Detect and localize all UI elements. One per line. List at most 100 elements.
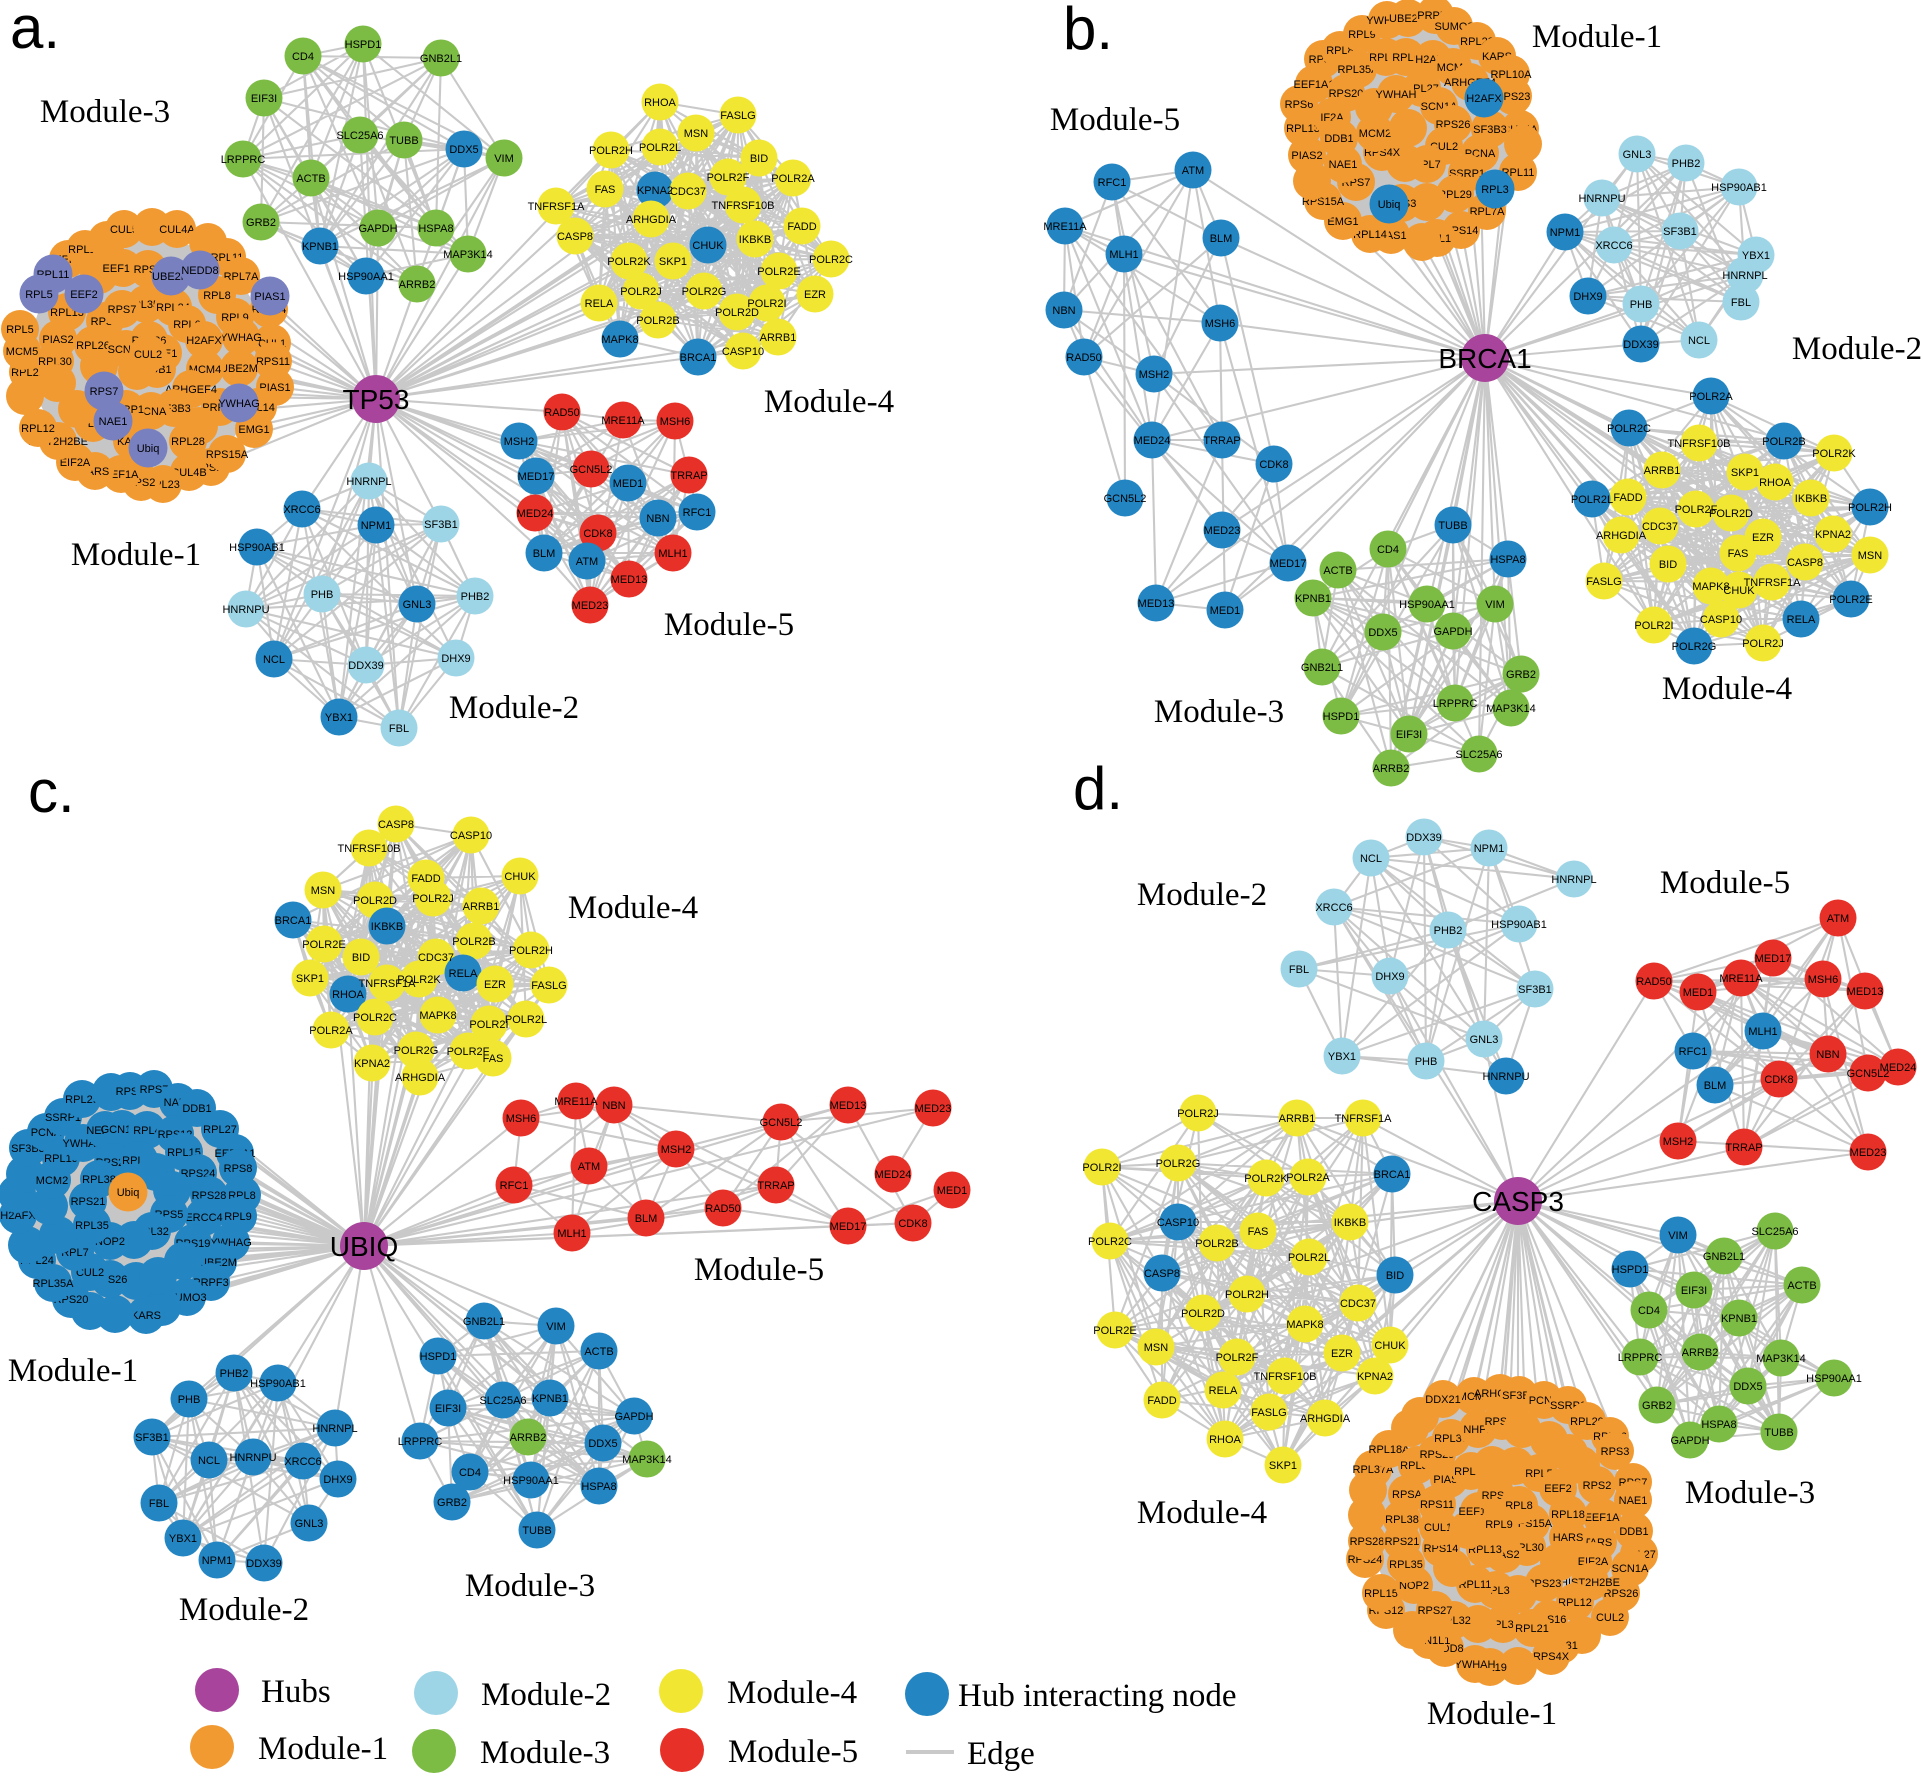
svg-text:RPL14: RPL14 <box>1353 229 1387 241</box>
svg-text:RHOA: RHOA <box>1209 1434 1241 1446</box>
svg-text:BRCA1: BRCA1 <box>275 915 312 927</box>
svg-text:Module-1: Module-1 <box>71 537 201 573</box>
svg-text:FBL: FBL <box>149 1498 169 1510</box>
svg-text:SKP1: SKP1 <box>296 973 324 985</box>
svg-text:Module-2: Module-2 <box>179 1592 309 1628</box>
svg-text:GNB2L1: GNB2L1 <box>1301 662 1343 674</box>
svg-text:RPL9: RPL9 <box>224 1211 252 1223</box>
svg-text:RELA: RELA <box>585 298 614 310</box>
svg-text:ARRB1: ARRB1 <box>1644 465 1681 477</box>
svg-text:Module-1: Module-1 <box>1427 1696 1557 1732</box>
svg-text:HSP90AA1: HSP90AA1 <box>503 1475 559 1487</box>
svg-text:ATM: ATM <box>1182 165 1204 177</box>
svg-text:XRCC6: XRCC6 <box>1595 240 1632 252</box>
svg-text:IKBKB: IKBKB <box>1334 1217 1366 1229</box>
svg-text:RPS28: RPS28 <box>1350 1536 1385 1548</box>
svg-text:POLR2D: POLR2D <box>1709 508 1753 520</box>
svg-text:MRE11A: MRE11A <box>601 415 645 427</box>
svg-text:PIAS2: PIAS2 <box>1291 150 1322 162</box>
svg-text:ATM: ATM <box>578 1161 600 1173</box>
svg-text:MED24: MED24 <box>875 1169 912 1181</box>
svg-text:RAD50: RAD50 <box>1636 976 1671 988</box>
svg-text:POLR2I: POLR2I <box>469 1019 508 1031</box>
svg-text:POLR2K: POLR2K <box>607 256 651 268</box>
svg-text:GAPDH: GAPDH <box>1433 626 1472 638</box>
svg-text:RPS20: RPS20 <box>1329 88 1364 100</box>
svg-text:YBX1: YBX1 <box>169 1533 197 1545</box>
svg-text:DHX9: DHX9 <box>323 1474 352 1486</box>
svg-text:MED23: MED23 <box>1204 525 1241 537</box>
svg-text:RPL10A: RPL10A <box>1491 69 1533 81</box>
svg-text:RPL7A: RPL7A <box>224 271 260 283</box>
svg-text:PHB: PHB <box>178 1394 201 1406</box>
svg-text:H2AFX: H2AFX <box>186 335 222 347</box>
svg-text:SF3B3: SF3B3 <box>1473 124 1507 136</box>
svg-text:VIM: VIM <box>1668 1230 1688 1242</box>
svg-text:UBIQ: UBIQ <box>330 1231 398 1262</box>
svg-text:POLR2D: POLR2D <box>715 307 759 319</box>
svg-text:RPS26: RPS26 <box>1604 1588 1639 1600</box>
svg-text:GNB2L1: GNB2L1 <box>1703 1251 1745 1263</box>
svg-text:EZR: EZR <box>1331 1348 1353 1360</box>
svg-text:CASP10: CASP10 <box>1700 614 1742 626</box>
svg-text:GNB2L1: GNB2L1 <box>463 1316 505 1328</box>
svg-text:Module-4: Module-4 <box>727 1675 857 1711</box>
svg-text:MSH2: MSH2 <box>504 436 535 448</box>
svg-text:H2AFX: H2AFX <box>0 1210 36 1222</box>
svg-text:d.: d. <box>1073 755 1123 822</box>
svg-text:EIF3I: EIF3I <box>1681 1285 1707 1297</box>
svg-text:RPL28: RPL28 <box>171 436 205 448</box>
svg-text:LRPPRC: LRPPRC <box>221 154 266 166</box>
svg-text:MAP3K14: MAP3K14 <box>443 249 493 261</box>
svg-text:POLR2B: POLR2B <box>1762 436 1805 448</box>
svg-text:EEF1A: EEF1A <box>1585 1512 1621 1524</box>
svg-text:NBN: NBN <box>646 513 669 525</box>
svg-text:RPL27: RPL27 <box>203 1124 237 1136</box>
svg-text:RPS23: RPS23 <box>1496 91 1531 103</box>
svg-text:RPS7: RPS7 <box>108 304 137 316</box>
svg-text:MAPK8: MAPK8 <box>1286 1319 1323 1331</box>
svg-text:SF3B1: SF3B1 <box>1518 984 1552 996</box>
svg-text:CD4: CD4 <box>1377 544 1399 556</box>
svg-text:NBN: NBN <box>1052 305 1075 317</box>
svg-text:BID: BID <box>1659 559 1677 571</box>
svg-text:RPL11: RPL11 <box>1502 167 1535 179</box>
svg-text:Ubiq: Ubiq <box>1378 199 1401 211</box>
svg-text:KPNA2: KPNA2 <box>637 185 673 197</box>
svg-text:Module-2: Module-2 <box>481 1677 611 1713</box>
svg-text:POLR2H: POLR2H <box>1848 502 1892 514</box>
svg-text:MED17: MED17 <box>1755 953 1792 965</box>
svg-text:CDK8: CDK8 <box>1259 459 1288 471</box>
svg-text:GNL3: GNL3 <box>1623 149 1652 161</box>
svg-text:CASP8: CASP8 <box>1787 557 1823 569</box>
svg-text:PIAS2: PIAS2 <box>42 334 73 346</box>
svg-text:HNRNPL: HNRNPL <box>1551 874 1596 886</box>
svg-text:MSH2: MSH2 <box>661 1144 692 1156</box>
svg-text:MED23: MED23 <box>915 1103 952 1115</box>
svg-text:NBN: NBN <box>602 1100 625 1112</box>
svg-text:Module-3: Module-3 <box>465 1568 595 1604</box>
svg-text:HSPD1: HSPD1 <box>420 1351 457 1363</box>
svg-text:CHUK: CHUK <box>504 871 536 883</box>
svg-text:HSP90AB1: HSP90AB1 <box>1711 182 1767 194</box>
svg-text:TNFRSF1A: TNFRSF1A <box>1744 577 1802 589</box>
svg-text:Hub interacting node: Hub interacting node <box>958 1678 1237 1714</box>
svg-text:GCN5L2: GCN5L2 <box>1847 1068 1890 1080</box>
svg-text:FADD: FADD <box>1613 492 1642 504</box>
svg-text:CUL4A: CUL4A <box>159 224 195 236</box>
svg-text:HSPA8: HSPA8 <box>1701 1419 1736 1431</box>
svg-text:NEDD8: NEDD8 <box>181 265 218 277</box>
svg-text:MSH6: MSH6 <box>506 1113 537 1125</box>
svg-text:Module-5: Module-5 <box>1660 865 1790 901</box>
svg-text:POLR2G: POLR2G <box>682 286 727 298</box>
svg-text:NCL: NCL <box>263 654 285 666</box>
svg-text:RPL5: RPL5 <box>6 324 34 336</box>
svg-text:CDC37: CDC37 <box>1642 521 1678 533</box>
svg-text:TUBB: TUBB <box>389 135 418 147</box>
svg-text:KPNB1: KPNB1 <box>1295 593 1331 605</box>
svg-text:GRB2: GRB2 <box>246 217 276 229</box>
svg-text:NOP2: NOP2 <box>1399 1580 1429 1592</box>
svg-text:SLC25A6: SLC25A6 <box>1455 749 1502 761</box>
svg-text:POLR2F: POLR2F <box>1216 1352 1259 1364</box>
svg-text:MED24: MED24 <box>1134 435 1171 447</box>
